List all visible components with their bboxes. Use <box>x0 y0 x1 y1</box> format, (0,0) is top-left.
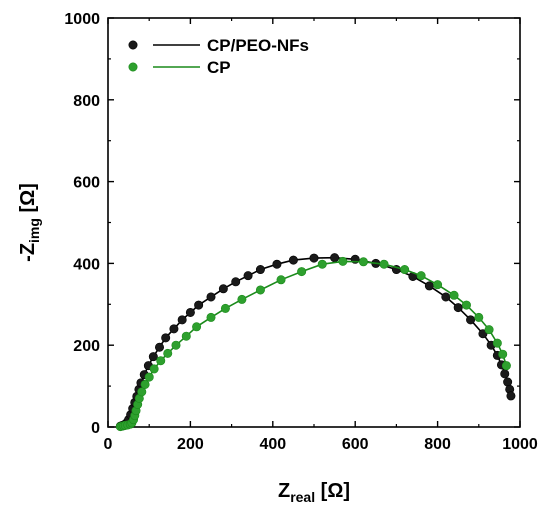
x-axis-label: Zreal [Ω] <box>278 480 350 505</box>
data-point <box>169 324 179 334</box>
data-point <box>506 391 516 401</box>
data-point <box>317 259 327 269</box>
data-point <box>453 303 463 313</box>
y-tick-label: 600 <box>73 175 100 192</box>
legend-label: CP/PEO-NFs <box>207 36 309 55</box>
data-point <box>185 307 195 317</box>
data-point <box>441 292 451 302</box>
y-tick-label: 0 <box>91 420 100 437</box>
x-tick-label: 600 <box>342 436 369 453</box>
data-point <box>272 259 282 269</box>
ticks-group: 0 200 400 600 800 1000 0 200 400 600 800 1000 <box>64 11 537 453</box>
data-point <box>498 349 508 359</box>
data-point <box>206 292 216 302</box>
legend: CP/PEO-NFs CP <box>128 36 309 77</box>
y-axis-label: -Zimg [Ω] <box>17 183 42 262</box>
plot-frame <box>107 17 521 428</box>
data-point <box>192 322 202 332</box>
legend-label: CP <box>207 58 231 77</box>
series-cp <box>115 256 511 432</box>
data-point <box>358 257 368 267</box>
y-tick-label: 400 <box>73 256 100 273</box>
data-point <box>288 255 298 265</box>
data-point <box>220 303 230 313</box>
data-point <box>466 315 476 325</box>
data-point <box>424 281 434 291</box>
y-tick-label: 200 <box>73 338 100 355</box>
data-point <box>338 256 348 266</box>
data-point <box>237 294 247 304</box>
x-tick-label: 1000 <box>502 436 538 453</box>
data-point <box>461 300 471 310</box>
data-point <box>231 277 241 287</box>
legend-marker <box>128 62 138 72</box>
data-point <box>156 356 166 366</box>
data-point <box>433 280 443 290</box>
data-point <box>140 379 150 389</box>
data-point <box>400 265 410 275</box>
data-point <box>330 253 340 263</box>
x-tick-label: 0 <box>104 436 113 453</box>
y-tick-label: 800 <box>73 93 100 110</box>
data-point <box>416 271 426 281</box>
legend-marker <box>128 40 138 50</box>
data-point <box>474 312 484 322</box>
data-point <box>379 259 389 269</box>
x-tick-label: 400 <box>259 436 286 453</box>
data-point <box>243 271 253 281</box>
data-point <box>149 364 159 374</box>
data-point <box>148 352 158 362</box>
plot-frame-group <box>107 17 521 428</box>
data-point <box>501 361 511 371</box>
data-point <box>484 325 494 335</box>
data-point <box>194 300 204 310</box>
data-point <box>144 372 154 382</box>
data-point <box>492 338 502 348</box>
data-point <box>171 340 181 350</box>
data-point <box>297 267 307 277</box>
data-point <box>218 284 228 294</box>
x-tick-label: 800 <box>424 436 451 453</box>
data-point <box>163 348 173 358</box>
y-tick-label: 1000 <box>64 11 100 28</box>
data-point <box>276 275 286 285</box>
data-point <box>177 315 187 325</box>
data-point <box>503 377 513 387</box>
x-tick-label: 200 <box>177 436 204 453</box>
data-point <box>181 331 191 341</box>
data-point <box>137 387 147 397</box>
data-point <box>500 369 510 379</box>
data-point <box>309 253 319 263</box>
data-point <box>449 290 459 300</box>
data-point <box>255 265 265 275</box>
data-point <box>478 329 488 339</box>
data-point <box>155 342 165 352</box>
data-point <box>206 312 216 322</box>
data-point <box>161 333 171 343</box>
series-group <box>115 253 516 432</box>
data-point <box>255 285 265 295</box>
